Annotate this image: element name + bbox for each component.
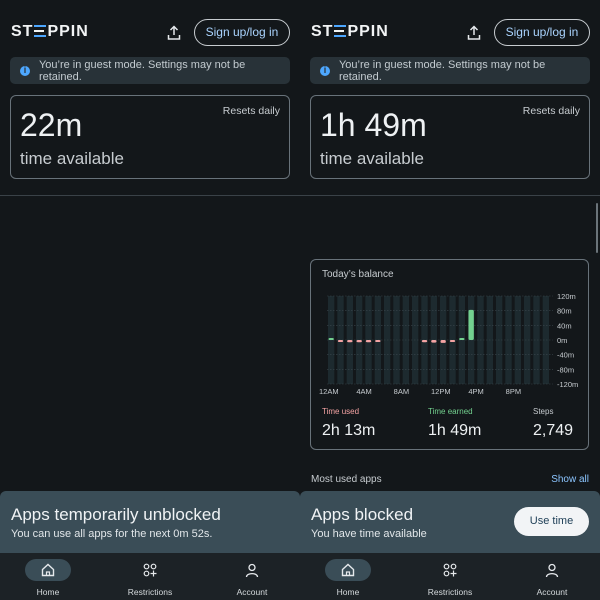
divider — [300, 195, 600, 196]
divider — [0, 195, 300, 196]
balance-bar — [365, 340, 372, 343]
balance-bar — [449, 340, 456, 342]
y-tick-label: 80m — [557, 307, 572, 316]
y-tick-label: -120m — [557, 380, 578, 389]
nav-account[interactable]: Account — [522, 559, 582, 597]
restrictions-icon — [443, 563, 457, 577]
nav-home[interactable]: Home — [18, 559, 78, 597]
most-used-apps-title: Most used apps — [311, 474, 382, 485]
sheet-subtitle: You have time available — [311, 528, 427, 540]
time-used-value: 2h 13m — [322, 422, 376, 439]
sheet-subtitle: You can use all apps for the next 0m 52s… — [11, 528, 213, 540]
scrollbar[interactable] — [596, 203, 598, 253]
time-available-label: time available — [20, 149, 124, 168]
grid-column — [533, 296, 540, 384]
show-all-link[interactable]: Show all — [551, 474, 589, 485]
balance-bar — [328, 338, 334, 340]
x-tick-label: 8AM — [394, 387, 409, 396]
account-icon — [245, 563, 259, 578]
time-earned-label: Time earned — [428, 407, 473, 416]
home-icon — [341, 563, 355, 577]
balance-bar — [347, 340, 353, 343]
signup-button[interactable]: Sign up/log in — [194, 19, 290, 46]
y-tick-label: -40m — [557, 351, 574, 360]
share-icon[interactable] — [466, 25, 482, 41]
logo-e-mark — [34, 25, 47, 37]
resets-daily-label: Resets daily — [522, 105, 580, 117]
guest-mode-text: You’re in guest mode. Settings may not b… — [38, 58, 246, 83]
x-tick-label: 4PM — [468, 387, 483, 396]
sheet-title: Apps blocked — [311, 505, 414, 524]
guest-mode-banner: You’re in guest mode. Settings may not b… — [10, 57, 290, 84]
y-tick-label: 0m — [557, 336, 567, 345]
restrictions-icon — [143, 563, 157, 577]
balance-bar — [337, 340, 344, 342]
time-available-card: Resets daily 22m time available — [10, 95, 290, 179]
guest-mode-banner: You’re in guest mode. Settings may not b… — [310, 57, 590, 84]
y-tick-label: 40m — [557, 321, 572, 330]
x-tick-label: 12PM — [431, 387, 451, 396]
y-tick-label: -80m — [557, 365, 574, 374]
nav-home-label: Home — [36, 587, 60, 597]
nav-home[interactable]: Home — [318, 559, 378, 597]
grid-column — [524, 296, 531, 384]
balance-bar — [421, 340, 428, 343]
nav-restrictions-label: Restrictions — [127, 587, 173, 597]
time-used-label: Time used — [322, 407, 360, 416]
nav-account-label: Account — [536, 587, 568, 597]
steps-label: Steps — [533, 407, 554, 416]
y-tick-label: 120m — [557, 292, 576, 301]
account-icon — [545, 563, 559, 578]
time-available-label: time available — [320, 149, 424, 168]
app-logo: ST PPIN — [311, 23, 389, 40]
signup-button[interactable]: Sign up/log in — [494, 19, 590, 46]
balance-bar — [431, 340, 437, 343]
nav-restrictions-label: Restrictions — [427, 587, 473, 597]
todays-balance-card: Today’s balance 120m 80m 40m 0m -40m -80m -120… — [310, 259, 589, 450]
logo-e-mark — [334, 25, 347, 37]
nav-account-label: Account — [236, 587, 268, 597]
time-available-card: Resets daily 1h 49m time available — [310, 95, 590, 179]
time-available-value: 22m — [20, 107, 83, 143]
x-tick-label: 12AM — [319, 387, 339, 396]
guest-mode-text: You’re in guest mode. Settings may not b… — [338, 58, 546, 83]
nav-restrictions[interactable]: Restrictions — [420, 559, 480, 597]
balance-bar — [440, 340, 446, 343]
nav-home-label: Home — [336, 587, 360, 597]
x-tick-label: 4AM — [356, 387, 371, 396]
balance-bar — [356, 340, 362, 343]
time-available-value: 1h 49m — [320, 107, 427, 143]
grid-column — [542, 296, 549, 384]
unblocked-sheet: Apps temporarily unblocked You can use a… — [0, 491, 300, 553]
grid-column — [514, 296, 521, 384]
balance-bar — [459, 338, 465, 340]
balance-bar — [375, 340, 381, 342]
resets-daily-label: Resets daily — [222, 105, 280, 117]
nav-account[interactable]: Account — [222, 559, 282, 597]
time-earned-value: 1h 49m — [428, 422, 482, 439]
nav-restrictions[interactable]: Restrictions — [120, 559, 180, 597]
steps-value: 2,749 — [533, 422, 574, 439]
bottom-nav: Home Restrictions Account — [0, 553, 300, 600]
sheet-title: Apps temporarily unblocked — [11, 505, 221, 524]
balance-chart: 120m 80m 40m 0m -40m -80m -120m 12AM 4AM 8AM 12PM 4… — [319, 292, 578, 396]
app-logo: ST PPIN — [11, 23, 89, 40]
balance-bar — [468, 309, 474, 340]
info-icon — [20, 65, 30, 76]
share-icon[interactable] — [166, 25, 182, 41]
info-icon — [320, 65, 330, 76]
balance-title: Today’s balance — [322, 269, 394, 280]
bottom-nav: Home Restrictions Account — [300, 553, 600, 600]
home-icon — [41, 563, 55, 577]
blocked-sheet: Apps blocked You have time available Use… — [300, 491, 600, 553]
x-tick-label: 8PM — [506, 387, 521, 396]
use-time-button[interactable]: Use time — [514, 507, 589, 536]
